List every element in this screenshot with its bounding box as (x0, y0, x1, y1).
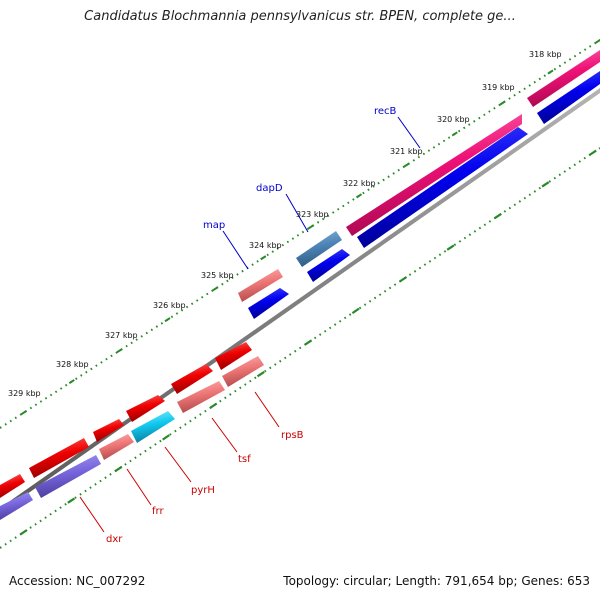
genome-backbone (0, 88, 600, 513)
gene-label-rpsB: rpsB (281, 430, 304, 441)
scale-label: 324 kbp (249, 241, 282, 250)
tick-mark (351, 307, 360, 315)
gene-tsf (177, 381, 225, 413)
tick-mark (304, 339, 313, 346)
gene-blue-long (357, 127, 528, 248)
gene-frr (99, 434, 134, 460)
gene-blue-right (537, 71, 600, 124)
tick-mark (256, 370, 265, 378)
tick-mark (547, 69, 554, 75)
tick-mark (588, 149, 597, 156)
gene-label-recB: recB (374, 106, 397, 117)
tick-mark (399, 276, 408, 283)
inner-major-ticks (19, 149, 597, 536)
dxr-connector (79, 496, 105, 533)
tick-mark (260, 255, 267, 261)
inner-tick-ring (0, 147, 600, 549)
outer-major-ticks (20, 38, 600, 416)
tick-mark (355, 193, 363, 199)
label-connectors (79, 116, 421, 533)
gene-left-arrow (0, 474, 25, 498)
scale-label: 321 kbp (390, 147, 423, 156)
tick-mark (114, 465, 123, 473)
gene-label-map: map (203, 220, 225, 231)
gene-recB (346, 114, 522, 236)
gene-left-purple (0, 492, 33, 520)
scale-label: 325 kbp (201, 271, 234, 280)
inner-dotted-ring (0, 147, 600, 549)
gene-blue-dapD (307, 249, 350, 282)
gene-rpsB (222, 356, 264, 387)
tick-mark (162, 434, 170, 441)
gene-pyrH (131, 411, 175, 443)
tick-mark (19, 529, 28, 536)
scale-label: 328 kbp (56, 360, 89, 369)
gene-dxr (35, 455, 101, 498)
tick-mark (67, 497, 76, 504)
rpsB-connector (254, 391, 280, 428)
topology-label: Topology: circular; Length: 791,654 bp; … (283, 574, 590, 588)
scale-label: 323 kbp (296, 210, 329, 219)
gene-318-segment (527, 50, 600, 107)
tick-mark (164, 317, 171, 323)
frr-connector (126, 468, 152, 506)
tsf-connector (211, 417, 238, 453)
map-title: Candidatus Blochmannia pennsylvanicus st… (84, 9, 516, 24)
scale-label: 329 kbp (8, 389, 41, 398)
tick-mark (20, 410, 28, 416)
gene-blue-map (248, 288, 289, 319)
tick-mark (212, 286, 219, 292)
tick-mark (68, 379, 75, 385)
gene-label-frr: frr (152, 506, 164, 517)
forward-strand-genes (0, 50, 600, 498)
gene-map (238, 269, 283, 302)
scale-labels: 318 kbp 319 kbp 320 kbp 321 kbp 322 kbp … (8, 50, 562, 398)
scale-label: 319 kbp (482, 83, 515, 92)
scale-label: 320 kbp (437, 115, 470, 124)
gene-pyrH-arrow (126, 395, 165, 422)
scale-label: 327 kbp (105, 331, 138, 340)
tick-mark (499, 100, 506, 106)
tick-mark (116, 348, 123, 354)
gene-dapD (296, 231, 342, 267)
accession-label: Accession: NC_007292 (9, 574, 146, 588)
gene-dxr-arrow (29, 438, 89, 478)
tick-mark (451, 131, 458, 137)
tick-mark (209, 402, 218, 409)
recB-connector (397, 116, 421, 149)
outer-tick-ring (0, 38, 600, 429)
gene-labels: recB dapD map rpsB tsf pyrH frr dxr (106, 106, 397, 545)
outer-dotted-ring (0, 39, 600, 429)
gene-rpsB-arrow (215, 342, 252, 370)
gene-label-dxr: dxr (106, 534, 123, 545)
scale-label: 322 kbp (343, 179, 376, 188)
tick-mark (494, 212, 502, 220)
pyrH-connector (164, 446, 192, 483)
tick-mark (403, 162, 410, 168)
gene-label-tsf: tsf (238, 454, 251, 465)
tick-mark (308, 224, 315, 230)
gene-label-pyrH: pyrH (191, 485, 215, 496)
gene-label-dapD: dapD (256, 183, 283, 194)
scale-label: 318 kbp (529, 50, 562, 59)
tick-mark (446, 244, 455, 251)
tick-mark (595, 38, 600, 44)
reverse-strand-genes (0, 71, 600, 520)
map-connector (222, 230, 249, 270)
tick-mark (541, 181, 550, 188)
scale-label: 326 kbp (153, 301, 186, 310)
dapD-connector (285, 193, 309, 233)
gene-frr-arrow (93, 419, 124, 442)
gene-tsf-arrow (171, 364, 213, 394)
